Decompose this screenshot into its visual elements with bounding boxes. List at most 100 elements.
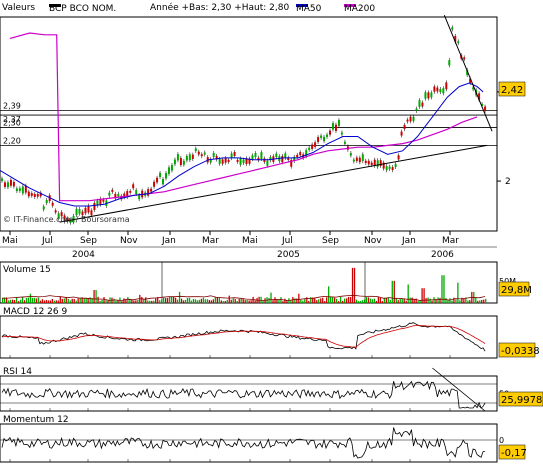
volume-bar <box>47 300 50 303</box>
volume-bar <box>457 282 459 303</box>
volume-bar <box>153 300 155 303</box>
price-candle <box>397 155 400 160</box>
volume-bar <box>429 298 431 303</box>
volume-bar <box>204 299 207 303</box>
volume-bar <box>226 299 228 303</box>
volume-bar <box>210 300 213 303</box>
volume-bar <box>41 299 44 303</box>
price-candle <box>230 153 233 159</box>
price-candle <box>331 123 334 130</box>
volume-bar <box>190 300 193 303</box>
price-candle <box>466 69 469 75</box>
legend-ma50-label: MA50 <box>296 4 322 14</box>
volume-bar <box>322 297 324 303</box>
volume-bar <box>312 297 314 303</box>
volume-bar <box>244 300 246 303</box>
ma50-swatch <box>296 4 308 7</box>
price-candle <box>57 213 60 219</box>
volume-bar <box>123 298 125 303</box>
rsi-title: RSI 14 <box>3 367 32 377</box>
volume-bar <box>389 299 391 303</box>
price-candle <box>108 192 111 196</box>
volume-bar <box>29 293 32 303</box>
volume-bar <box>17 301 20 303</box>
price-candle <box>167 167 170 174</box>
price-candle <box>99 198 102 205</box>
volume-bar <box>357 301 360 303</box>
price-candle <box>427 92 430 99</box>
price-candle <box>326 134 329 137</box>
price-candle <box>36 194 39 197</box>
macd-line <box>1 322 486 352</box>
price-candle <box>340 132 343 135</box>
price-candle <box>323 136 326 142</box>
volume-bar <box>43 300 46 303</box>
volume-bar <box>151 300 153 303</box>
price-candle <box>9 179 12 186</box>
volume-bar <box>133 300 135 303</box>
volume-bar <box>483 299 485 303</box>
price-candle <box>173 159 176 165</box>
trendline <box>59 144 488 223</box>
price-candle <box>454 35 457 42</box>
volume-bar <box>196 300 199 303</box>
volume-bar <box>343 298 346 303</box>
price-last-tag-bg <box>498 81 526 97</box>
price-ref-label: 2,37 <box>3 115 21 124</box>
volume-bar <box>469 300 471 303</box>
price-month-label: Nov <box>364 236 382 246</box>
volume-bar <box>141 296 143 303</box>
year-label: 2005 <box>277 250 300 260</box>
volume-bar <box>19 299 22 303</box>
price-swatch <box>49 4 61 7</box>
price-ref-label: 2,39 <box>3 102 21 111</box>
volume-bar <box>260 296 262 303</box>
volume-bar <box>363 299 366 303</box>
volume-bar <box>99 300 101 303</box>
volume-bar <box>405 300 407 303</box>
price-candle <box>406 119 409 122</box>
volume-bar <box>240 298 242 303</box>
ma200-line <box>9 32 478 202</box>
volume-bar <box>345 298 348 303</box>
price-candle <box>87 205 90 213</box>
chart-legend: Valeurs BCP BCO NOM. Année +Bas: 2,30 +H… <box>0 2 543 16</box>
volume-bar <box>5 297 8 303</box>
momentum-last-tag: -0,17 <box>501 448 527 459</box>
volume-bar <box>339 297 342 303</box>
price-candle <box>156 177 159 183</box>
volume-bar <box>77 298 79 303</box>
price-candle <box>162 178 165 185</box>
volume-bar <box>375 301 378 303</box>
price-candle <box>317 137 320 143</box>
price-candle <box>227 159 230 162</box>
volume-bar <box>467 300 469 303</box>
volume-title: Volume 15 <box>3 265 51 275</box>
volume-bar <box>103 297 105 303</box>
volume-bar <box>381 301 383 303</box>
volume-bar <box>407 284 409 303</box>
volume-bar <box>105 300 107 303</box>
volume-bar <box>15 297 18 303</box>
price-candle <box>132 184 135 189</box>
price-candle <box>81 211 84 216</box>
price-candle <box>182 160 185 165</box>
volume-bar <box>276 299 278 303</box>
price-candle <box>33 193 36 197</box>
price-candle <box>159 172 162 177</box>
price-candle <box>203 152 206 155</box>
volume-bar <box>129 298 131 303</box>
volume-bar <box>115 300 117 303</box>
price-candle <box>12 181 15 187</box>
volume-bar <box>212 299 215 303</box>
volume-bar <box>369 298 372 303</box>
volume-bar <box>95 290 97 303</box>
volume-bar <box>166 297 169 303</box>
trendline <box>443 15 493 132</box>
volume-bar <box>304 298 306 303</box>
volume-bar <box>347 296 350 303</box>
volume-bar <box>7 300 10 303</box>
volume-bar <box>387 297 389 303</box>
volume-bar <box>107 300 109 303</box>
volume-bar <box>246 300 248 303</box>
